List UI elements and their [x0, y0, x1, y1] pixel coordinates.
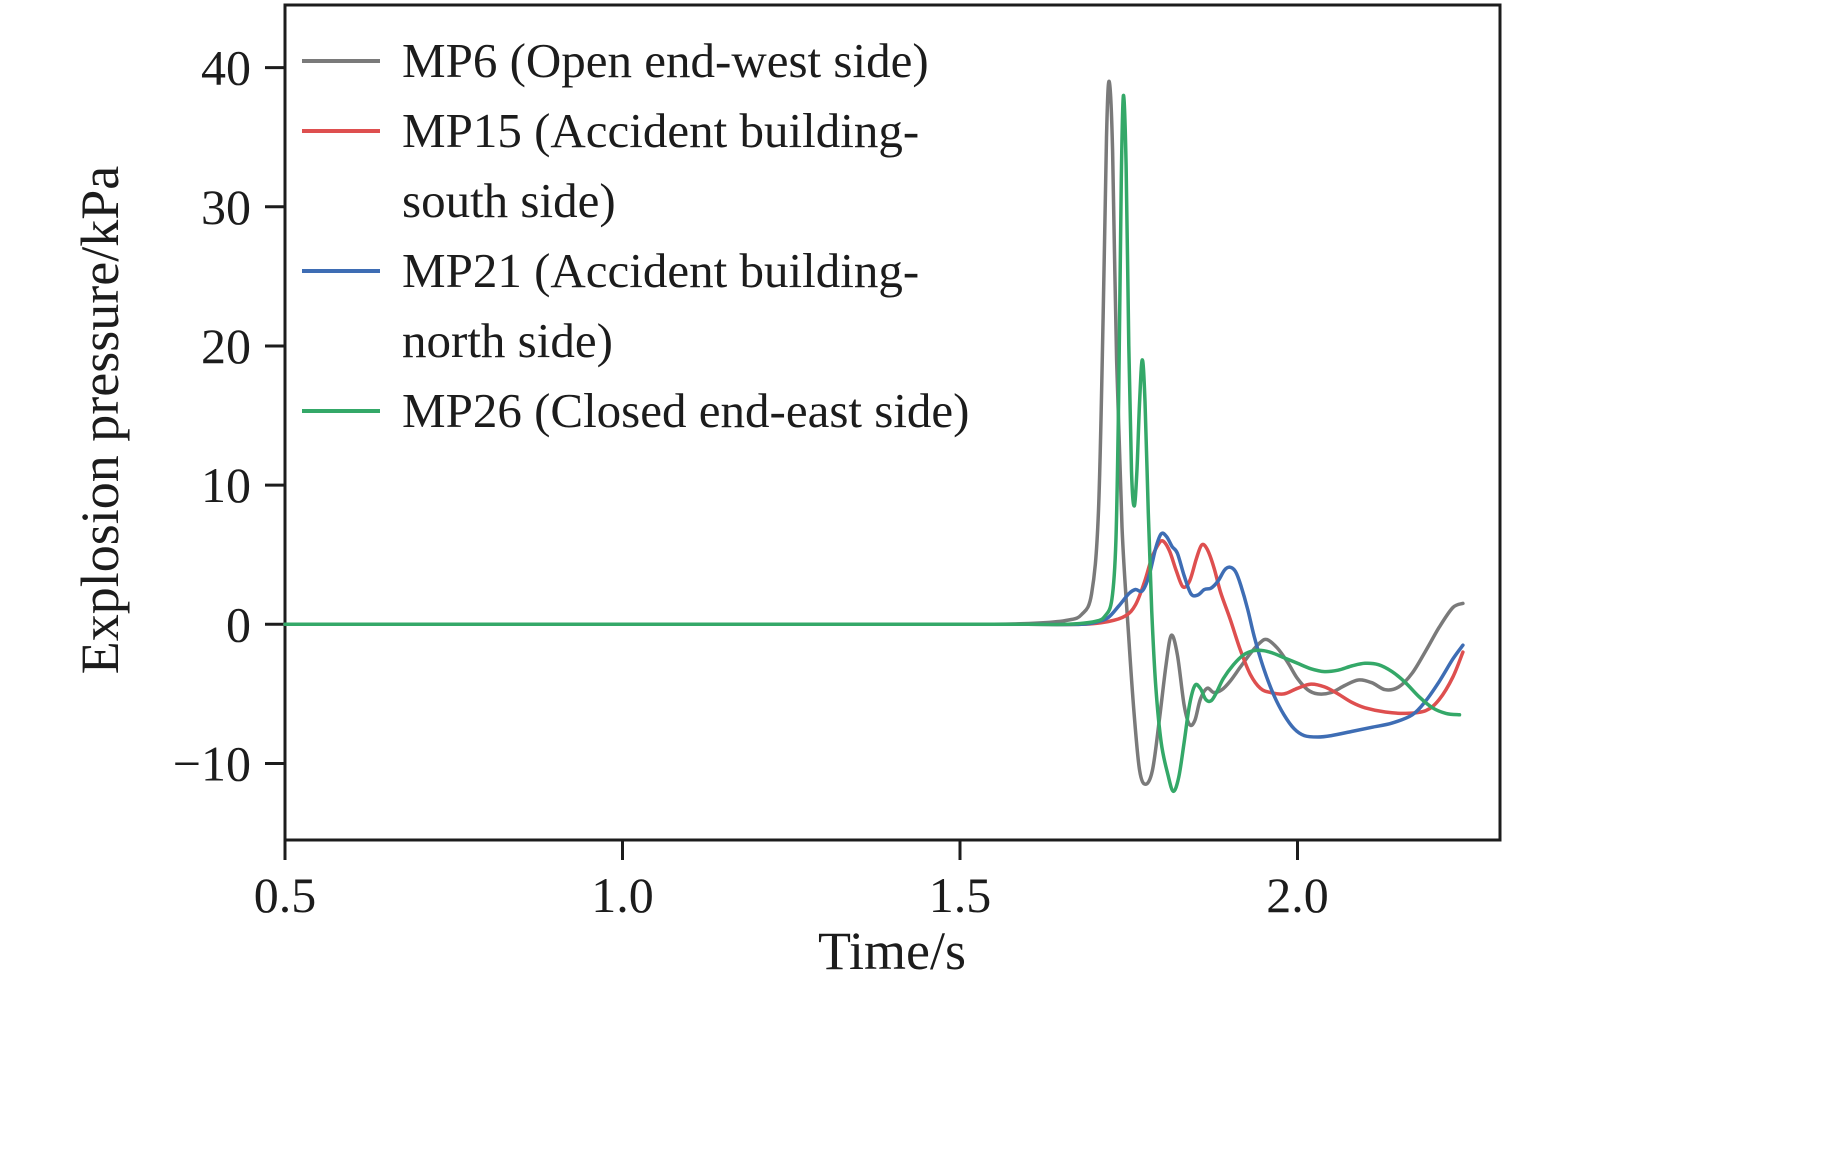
legend-label-mp21: MP21 (Accident building-north side) — [402, 243, 920, 368]
x-tick-label: 0.5 — [254, 867, 317, 923]
y-tick-label: 40 — [201, 40, 251, 96]
x-tick-label: 1.5 — [929, 867, 992, 923]
plot-frame — [283, 3, 1502, 842]
series-mp26 — [283, 93, 1462, 794]
x-axis-label: Time/s — [817, 921, 967, 981]
legend-swatch-mp26 — [302, 409, 380, 413]
x-tick-label: 2.0 — [1266, 867, 1329, 923]
legend-item-mp15: MP15 (Accident building-south side) — [302, 96, 970, 236]
y-tick-label: 20 — [201, 318, 251, 374]
y-tick-label: 10 — [201, 457, 251, 513]
series-mp6 — [283, 79, 1465, 787]
legend-swatch-mp6 — [302, 59, 380, 63]
y-axis-label: Explosion pressure/kPa — [70, 165, 130, 675]
legend-item-mp21: MP21 (Accident building-north side) — [302, 236, 970, 376]
y-tick-label: 0 — [226, 596, 251, 652]
series-mp21 — [283, 531, 1465, 739]
legend-label-mp6: MP6 (Open end-west side) — [402, 33, 929, 88]
legend-swatch-mp21 — [302, 269, 380, 273]
legend-label-mp26: MP26 (Closed end-east side) — [402, 383, 970, 438]
x-tick-label: 1.0 — [591, 867, 654, 923]
legend-label-mp15: MP15 (Accident building-south side) — [402, 103, 920, 228]
y-tick-label: 30 — [201, 179, 251, 235]
legend-item-mp6: MP6 (Open end-west side) — [302, 26, 970, 96]
legend: MP6 (Open end-west side) MP15 (Accident b… — [302, 26, 970, 446]
series-mp15 — [283, 538, 1465, 716]
legend-item-mp26: MP26 (Closed end-east side) — [302, 376, 970, 446]
legend-swatch-mp15 — [302, 129, 380, 133]
y-tick-label: −10 — [173, 736, 251, 792]
